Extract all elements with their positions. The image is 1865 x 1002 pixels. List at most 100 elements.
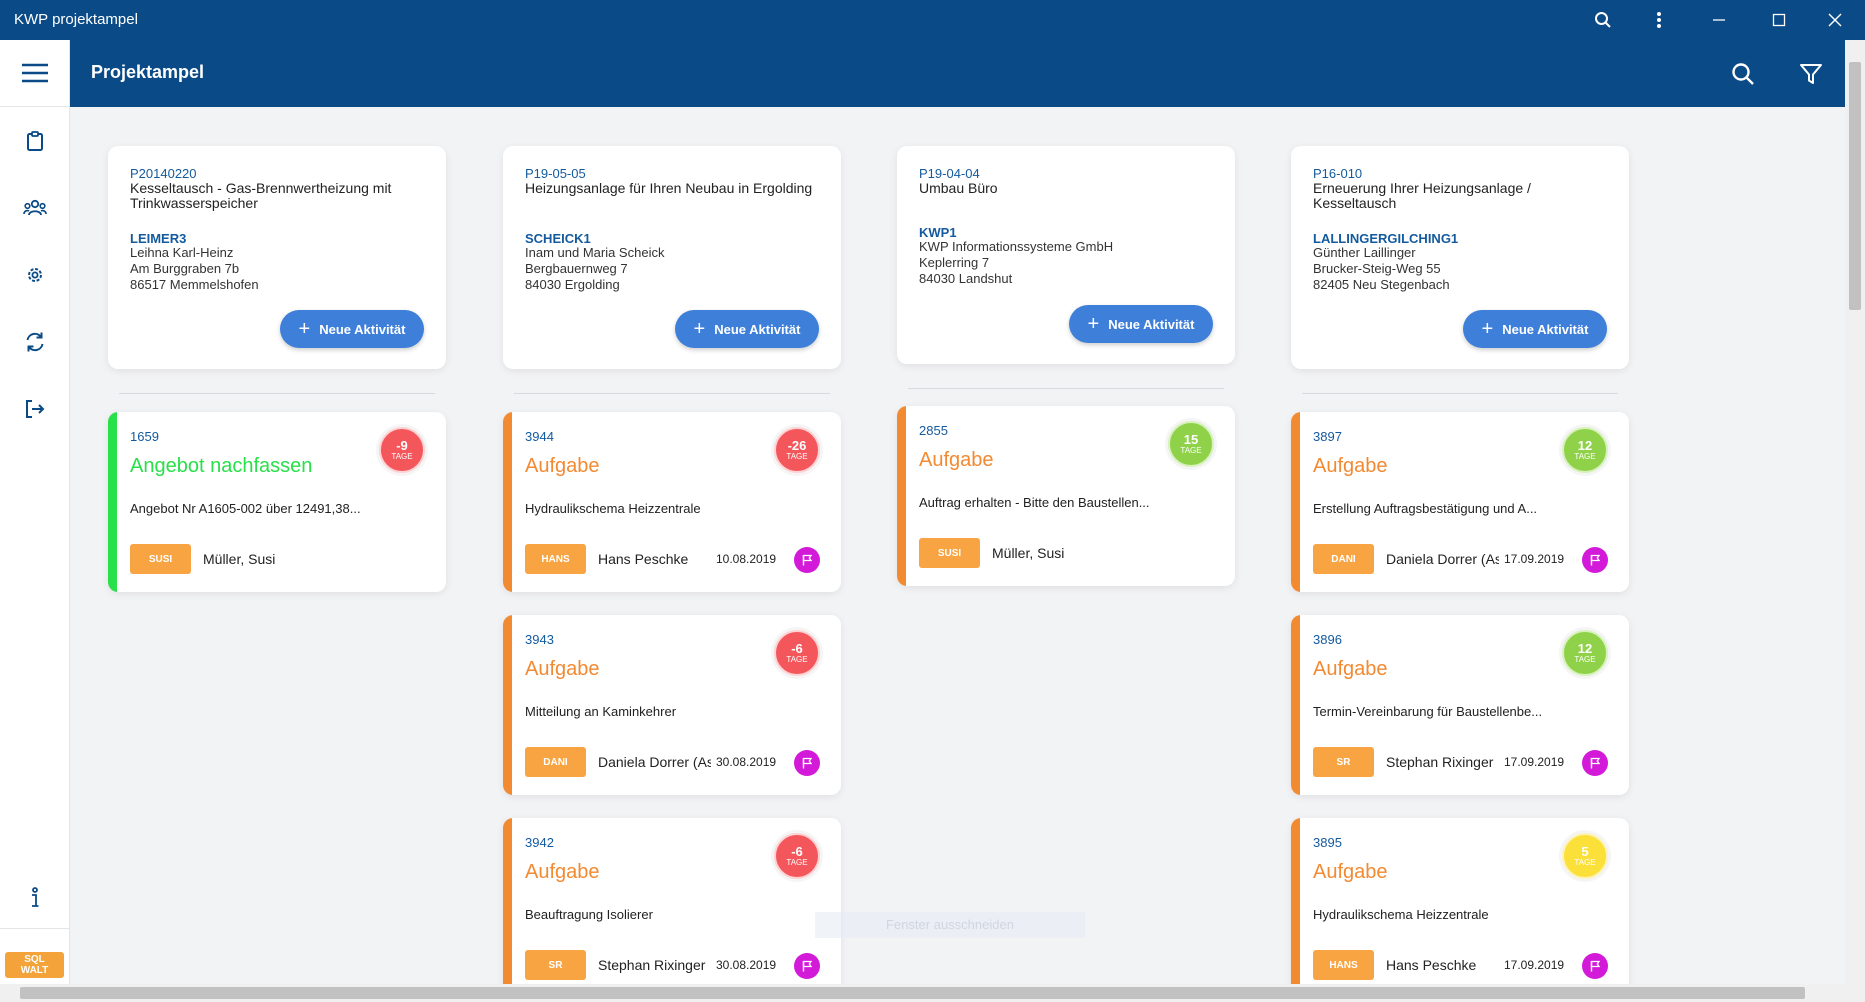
scrollbar-corner [1845, 984, 1865, 1002]
new-activity-label: Neue Aktivität [1108, 316, 1195, 332]
days-value: -26 [787, 438, 807, 453]
assignee-name: Müller, Susi [203, 551, 276, 567]
priority-flag-button[interactable] [1582, 547, 1608, 573]
activity-card[interactable]: 3942 Aufgabe Beauftragung Isolierer -6 TAGE S… [503, 818, 841, 998]
activity-card[interactable]: 2855 Aufgabe Auftrag erhalten - Bitte den … [897, 406, 1235, 586]
page-title: Projektampel [91, 62, 205, 82]
project-number: P20140220 [130, 166, 197, 181]
activity-accent-bar [1291, 818, 1300, 998]
address-line: KWP Informationssysteme GmbH [919, 239, 1114, 254]
priority-flag-button[interactable] [794, 750, 820, 776]
project-number: P19-04-04 [919, 166, 980, 181]
project-card[interactable]: P19-05-05 Heizungsanlage für Ihren Neubau… [503, 146, 841, 369]
horizontal-scrollbar[interactable] [0, 984, 1845, 1002]
sidebar-item-users[interactable] [15, 188, 55, 228]
plus-icon: + [1087, 313, 1100, 335]
activity-type: Aufgabe [1313, 658, 1388, 680]
activity-number: 1659 [130, 429, 159, 444]
snip-overlay-hint: Fenster ausschneiden [815, 912, 1085, 938]
address-line: 86517 Memmelshofen [130, 277, 259, 292]
sidebar-item-logout[interactable] [15, 389, 55, 429]
activity-accent-bar [1291, 615, 1300, 795]
priority-flag-button[interactable] [794, 547, 820, 573]
sidebar-item-sync[interactable] [15, 322, 55, 362]
activity-card[interactable]: 3895 Aufgabe Hydraulikschema Heizzentrale 5… [1291, 818, 1629, 998]
sql-badge-line2: WALT [20, 965, 49, 976]
assignee-badge: SR [525, 950, 586, 980]
days-remaining-badge: -26 TAGE [774, 427, 820, 473]
activity-type: Aufgabe [1313, 861, 1388, 883]
new-activity-button[interactable]: + Neue Aktivität [1463, 310, 1607, 348]
window-minimize-button[interactable] [1692, 0, 1746, 40]
due-date: 17.09.2019 [1504, 958, 1565, 972]
search-button[interactable] [1723, 54, 1763, 94]
customer-code: KWP1 [919, 225, 957, 240]
plus-icon: + [1481, 318, 1494, 340]
activity-card[interactable]: 3897 Aufgabe Erstellung Auftragsbestätigun… [1291, 412, 1629, 592]
activity-description: Erstellung Auftragsbestätigung und A... [1313, 501, 1538, 516]
gear-icon [28, 268, 42, 282]
window-close-button[interactable] [1808, 0, 1862, 40]
activity-number: 3896 [1313, 632, 1342, 647]
filter-button[interactable] [1791, 54, 1831, 94]
menu-button[interactable] [0, 40, 69, 107]
sql-badge-line1: SQL [24, 954, 45, 965]
minimize-icon [1713, 19, 1725, 21]
activity-card[interactable]: 3943 Aufgabe Mitteilung an Kaminkehrer -6 TA… [503, 615, 841, 795]
horizontal-scroll-thumb[interactable] [20, 987, 1805, 999]
project-title: Heizungsanlage für Ihren Neubau in Ergol… [525, 180, 813, 196]
activity-description: Termin-Vereinbarung für Baustellenbe... [1313, 704, 1543, 719]
days-remaining-badge: 12 TAGE [1562, 630, 1608, 676]
days-unit: TAGE [1574, 452, 1596, 461]
flag-icon [1590, 757, 1601, 769]
column-divider [1302, 393, 1618, 394]
activity-type: Aufgabe [525, 658, 600, 680]
assignee-name: Stephan Rixinger [598, 957, 706, 973]
activity-card[interactable]: 3896 Aufgabe Termin-Vereinbarung für Baust… [1291, 615, 1629, 795]
new-activity-label: Neue Aktivität [319, 321, 406, 337]
search-icon [1732, 63, 1754, 85]
customer-address: Inam und Maria Scheick Bergbauernweg 7 840… [525, 245, 664, 293]
project-card[interactable]: P20140220 Kesseltausch - Gas-Brennwerthei… [108, 146, 446, 369]
project-card[interactable]: P19-04-04 Umbau Büro KWP1 KWP Informationss… [897, 146, 1235, 364]
new-activity-button[interactable]: + Neue Aktivität [1069, 305, 1213, 343]
project-title: Erneuerung Ihrer Heizungsanlage / Kessel… [1313, 180, 1531, 211]
activity-card[interactable]: 1659 Angebot nachfassen Angebot Nr A1605-0… [108, 412, 446, 592]
priority-flag-button[interactable] [794, 953, 820, 979]
sidebar-item-info[interactable] [15, 878, 55, 918]
assignee-badge: SUSI [130, 544, 191, 574]
new-activity-button[interactable]: + Neue Aktivität [280, 310, 424, 348]
days-remaining-badge: -6 TAGE [774, 833, 820, 879]
vertical-scrollbar[interactable] [1845, 40, 1865, 984]
customer-address: Leihna Karl-Heinz Am Burggraben 7b 86517 M… [130, 245, 259, 293]
clipboard-icon [27, 131, 43, 151]
days-value: -6 [791, 844, 803, 859]
assignee-badge: SR [1313, 747, 1374, 777]
sidebar-item-projects[interactable] [15, 121, 55, 161]
activity-number: 3895 [1313, 835, 1342, 850]
window-search-button[interactable] [1576, 0, 1630, 40]
activity-card[interactable]: 3944 Aufgabe Hydraulikschema Heizzentrale -… [503, 412, 841, 592]
address-line: Leihna Karl-Heinz [130, 245, 234, 260]
sidebar-item-settings[interactable] [15, 255, 55, 295]
plus-icon: + [298, 318, 311, 340]
days-unit: TAGE [786, 655, 808, 664]
due-date: 17.09.2019 [1504, 755, 1565, 769]
project-title: Umbau Büro [919, 180, 998, 196]
sidebar: SQL WALT [0, 40, 70, 984]
project-card[interactable]: P16-010 Erneuerung Ihrer Heizungsanlage /… [1291, 146, 1629, 369]
activity-type: Aufgabe [919, 449, 994, 471]
window-maximize-button[interactable] [1752, 0, 1806, 40]
days-value: 15 [1183, 432, 1199, 447]
window-more-button[interactable] [1632, 0, 1686, 40]
priority-flag-button[interactable] [1582, 953, 1608, 979]
project-number: P19-05-05 [525, 166, 586, 181]
days-unit: TAGE [786, 452, 808, 461]
assignee-name: Stephan Rixinger [1386, 754, 1494, 770]
priority-flag-button[interactable] [1582, 750, 1608, 776]
vertical-scroll-thumb[interactable] [1849, 62, 1861, 310]
new-activity-button[interactable]: + Neue Aktivität [675, 310, 819, 348]
assignee-name: Müller, Susi [992, 545, 1065, 561]
address-line: 84030 Landshut [919, 271, 1013, 286]
assignee-badge: HANS [1313, 950, 1374, 980]
